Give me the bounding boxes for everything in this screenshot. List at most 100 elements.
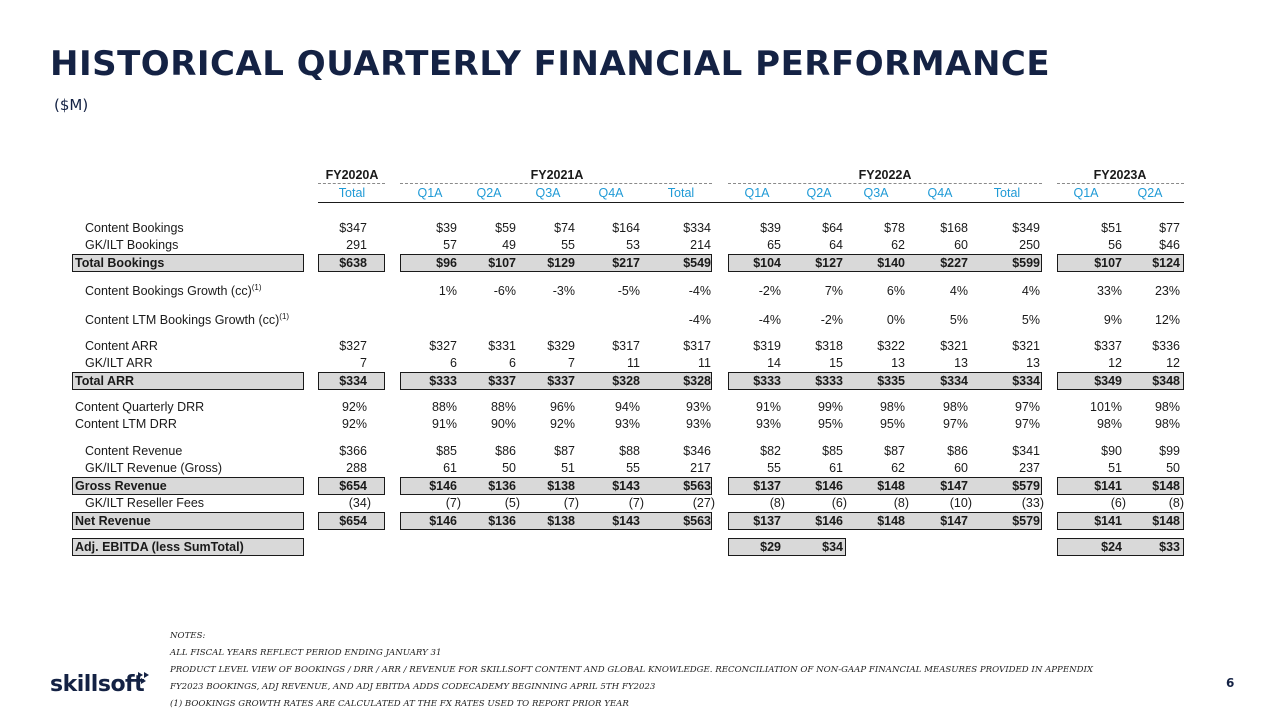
fiscal-year-header: FY2020A [325, 168, 379, 182]
table-cell: 13 [1026, 356, 1040, 370]
table-cell: 6 [509, 356, 516, 370]
total-row-band [728, 477, 1042, 495]
table-cell: $86 [495, 444, 516, 458]
column-header: Q2A [1137, 186, 1163, 200]
column-header: Total [338, 186, 366, 200]
table-cell: $337 [488, 374, 516, 388]
table-cell: 0% [886, 313, 905, 327]
total-row-band [318, 477, 385, 495]
table-cell: $136 [488, 514, 516, 528]
table-cell: $148 [877, 479, 905, 493]
table-cell: 291 [346, 238, 367, 252]
row-label: Content Bookings Growth (cc)(1) [85, 283, 315, 300]
table-cell: 92% [341, 417, 367, 431]
ebitda-row-band [728, 538, 846, 556]
column-header: Q3A [863, 186, 889, 200]
table-cell: $334 [940, 374, 968, 388]
table-cell: $104 [753, 256, 781, 270]
table-cell: 93% [614, 417, 640, 431]
table-cell: $78 [884, 221, 905, 235]
total-row-band [400, 512, 712, 530]
table-cell: 51 [561, 461, 575, 475]
ebitda-row-band [72, 538, 304, 556]
table-cell: $654 [339, 479, 367, 493]
table-cell: 23% [1154, 284, 1180, 298]
column-header: Q1A [744, 186, 770, 200]
table-cell: $146 [429, 479, 457, 493]
table-cell: 101% [1090, 400, 1122, 414]
table-cell: 33% [1096, 284, 1122, 298]
table-cell: 65 [767, 238, 781, 252]
table-cell: -6% [493, 284, 516, 298]
table-cell: $129 [547, 256, 575, 270]
table-cell: $217 [612, 256, 640, 270]
row-label: GK/ILT ARR [85, 355, 315, 372]
total-row-band [318, 372, 385, 390]
table-cell: 92% [341, 400, 367, 414]
table-cell: $146 [815, 479, 843, 493]
fiscal-year-divider [318, 183, 385, 184]
table-cell: -4% [758, 313, 781, 327]
total-row-band [72, 477, 304, 495]
logo-arrow-icon [138, 672, 149, 684]
table-cell: $333 [429, 374, 457, 388]
table-cell: (10) [949, 496, 972, 510]
table-cell: (5) [504, 496, 520, 510]
table-cell: 99% [817, 400, 843, 414]
row-label-text: GK/ILT Revenue (Gross) [85, 461, 223, 475]
table-cell: 6% [886, 284, 905, 298]
table-cell: $346 [683, 444, 711, 458]
total-row-band [1057, 512, 1184, 530]
row-label: Content LTM DRR [75, 416, 305, 433]
table-cell: 94% [614, 400, 640, 414]
table-cell: $90 [1101, 444, 1122, 458]
table-cell: $336 [1152, 339, 1180, 353]
note-line: (1) Bookings growth rates are calculated… [170, 699, 629, 709]
header-underline [318, 202, 1184, 203]
total-row-band [318, 254, 385, 272]
row-label-text: Total ARR [75, 374, 135, 388]
table-cell: $654 [339, 514, 367, 528]
column-header: Q4A [598, 186, 624, 200]
notes-block: Notes: All fiscal years reflect period e… [170, 628, 1093, 713]
table-cell: $87 [884, 444, 905, 458]
total-row-band [72, 512, 304, 530]
row-label-text: GK/ILT ARR [85, 356, 153, 370]
total-row-band [728, 512, 1042, 530]
table-cell: $87 [554, 444, 575, 458]
table-cell: $34 [822, 540, 843, 554]
table-cell: $141 [1094, 479, 1122, 493]
row-label-text: Adj. EBITDA (less SumTotal) [75, 540, 244, 554]
table-cell: 97% [1014, 417, 1040, 431]
ebitda-row-band [1057, 538, 1184, 556]
table-cell: (7) [445, 496, 461, 510]
table-cell: $74 [554, 221, 575, 235]
table-cell: -4% [688, 313, 711, 327]
table-cell: $563 [683, 514, 711, 528]
table-cell: $227 [940, 256, 968, 270]
total-row-band [1057, 372, 1184, 390]
table-cell: $563 [683, 479, 711, 493]
table-cell: 60 [954, 238, 968, 252]
table-cell: 11 [627, 356, 640, 370]
table-cell: $143 [612, 479, 640, 493]
table-cell: $329 [547, 339, 575, 353]
table-cell: $148 [877, 514, 905, 528]
table-cell: $82 [760, 444, 781, 458]
table-cell: $328 [612, 374, 640, 388]
table-cell: 97% [1014, 400, 1040, 414]
table-cell: 50 [502, 461, 516, 475]
table-cell: $148 [1152, 479, 1180, 493]
fiscal-year-divider [400, 183, 712, 184]
page-number: 6 [1226, 676, 1235, 690]
table-cell: $46 [1159, 238, 1180, 252]
table-cell: $138 [547, 479, 575, 493]
table-cell: -2% [820, 313, 843, 327]
table-cell: $334 [339, 374, 367, 388]
table-cell: 12% [1154, 313, 1180, 327]
table-cell: $334 [683, 221, 711, 235]
total-row-band [728, 254, 1042, 272]
table-cell: 98% [879, 400, 905, 414]
table-cell: $335 [877, 374, 905, 388]
